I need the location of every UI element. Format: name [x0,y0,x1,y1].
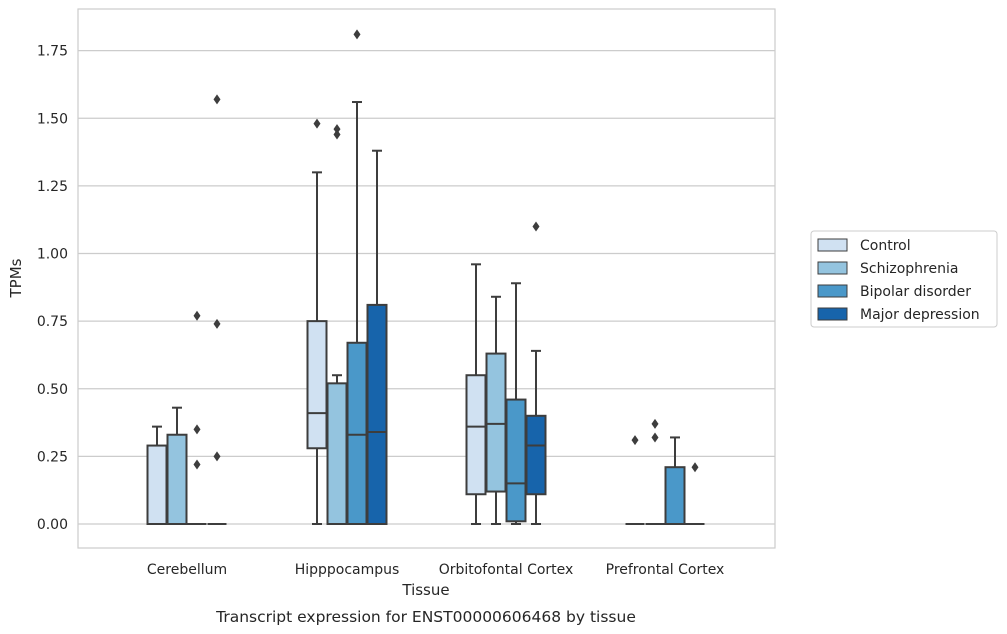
outlier-marker [333,129,341,140]
x-tick-label: Hipppocampus [295,562,400,578]
y-tick-label: 1.00 [37,247,68,263]
box-schizophrenia-3 [645,418,665,525]
box-major-depression-1 [366,149,388,525]
box-major-depression-0 [207,94,227,525]
outlier-marker [651,432,659,443]
outlier-marker [213,451,221,462]
y-tick-label: 0.50 [37,382,68,398]
outlier-marker [193,459,201,470]
x-tick-labels: Cerebellum Hipppocampus Orbitofontal Corte… [147,562,724,578]
outlier-marker [193,310,201,321]
outlier-marker [691,462,699,473]
outlier-marker [193,424,201,435]
legend-label: Control [860,238,911,254]
y-tick-label: 0.75 [37,314,68,330]
legend-frame [810,230,998,328]
box-iqr [366,303,388,525]
y-tick-label: 1.50 [37,111,68,127]
outlier-marker [333,124,341,135]
box-schizophrenia-1 [326,124,348,525]
box-bipolar-disorder-3 [664,436,686,526]
y-tick-label: 1.25 [37,179,68,195]
outlier-marker [651,418,659,429]
chart-caption: Transcript expression for ENST0000060646… [215,608,636,626]
box-iqr [664,466,686,526]
y-tick-labels: 0.00 0.25 0.50 0.75 1.00 1.25 1.50 1.75 [37,44,68,533]
box-iqr [146,444,168,525]
box-iqr [346,341,368,526]
box-groups [146,29,705,526]
box-schizophrenia-0 [166,406,188,525]
box-iqr [326,382,348,525]
box-major-depression-3 [685,462,705,525]
box-iqr [465,374,487,496]
y-tick-label: 0.25 [37,449,68,465]
x-tick-label: Prefrontal Cortex [606,562,725,578]
box-major-depression-2 [525,221,547,525]
box-control-3 [625,435,645,525]
outlier-marker [631,435,639,446]
box-bipolar-disorder-0 [187,310,207,525]
box-iqr [306,320,328,450]
x-tick-label: Orbitofontal Cortex [439,562,574,578]
x-axis-label: Tissue [401,581,449,599]
outlier-marker [213,94,221,105]
box-iqr [166,433,188,525]
legend-swatch [817,307,848,321]
legend: Control Schizophrenia Bipolar disorder Majo… [810,230,998,328]
legend-label: Schizophrenia [860,261,958,277]
box-iqr [485,352,507,493]
outlier-marker [313,118,321,129]
box-iqr [525,414,547,496]
legend-swatch [817,238,848,252]
outlier-marker [532,221,540,232]
x-tick-label: Cerebellum [147,562,227,578]
outlier-marker [213,318,221,329]
y-tick-label: 1.75 [37,44,68,60]
box-bipolar-disorder-1 [346,29,368,526]
legend-swatch [817,261,848,275]
outlier-marker [353,29,361,40]
legend-label: Major depression [860,307,980,323]
box-control-2 [465,263,487,525]
legend-swatch [817,284,848,298]
legend-label: Bipolar disorder [860,284,971,300]
y-tick-label: 0.00 [37,517,68,533]
plot-area [77,8,776,549]
y-axis-label: TPMs [7,258,25,298]
box-iqr [505,398,527,523]
box-bipolar-disorder-2 [505,282,527,525]
